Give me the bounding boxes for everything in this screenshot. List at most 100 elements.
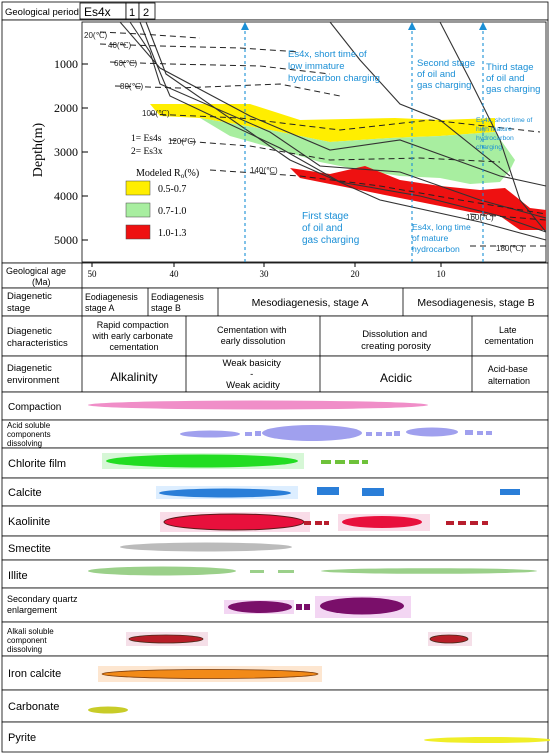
- maturity-zone-green: [200, 118, 515, 184]
- bar-kaolinite: [163, 513, 305, 531]
- annotation-first-stage: First stage of oil and gas charging: [302, 211, 359, 246]
- arrowheads: [241, 22, 487, 30]
- depth-axis-label: Depth(m): [31, 122, 46, 177]
- bar-pyrite: [424, 737, 550, 743]
- bar-illite-2: [321, 568, 537, 574]
- stage-row-label: Diagenetic stage: [7, 291, 55, 314]
- period-cell-2: 2: [143, 7, 149, 19]
- legend-title: Modeled Ro(%): [136, 168, 199, 180]
- legend-label-yellow: 0.5-0.7: [158, 184, 186, 195]
- bar-illite: [88, 566, 236, 576]
- process-label-illite: Illite: [8, 570, 28, 582]
- process-label-alkali: Alkali soluble component dissolving: [7, 627, 56, 654]
- process-rows: Compaction Acid soluble components disso…: [1, 391, 550, 753]
- depth-tick-2000: 2000: [54, 101, 78, 115]
- temp-60: 60(℃): [114, 59, 138, 68]
- depth-tick-1000: 1000: [54, 57, 78, 71]
- depth-tick-4000: 4000: [54, 189, 78, 203]
- bar-kaolinite-dashes: [304, 521, 329, 525]
- annotation-high-mature: Es4x, short time of high mature hydrocar…: [476, 117, 534, 151]
- charging-arrows: [244, 28, 484, 262]
- process-label-pyrite: Pyrite: [8, 732, 36, 744]
- age-tick-30: 30: [260, 269, 270, 279]
- process-label-kaolinite: Kaolinite: [8, 516, 50, 528]
- temp-160: 160(℃): [466, 213, 494, 222]
- legend-label-red: 1.0-1.3: [158, 228, 186, 239]
- legend-swatch-green: [125, 202, 151, 218]
- bar-quartz-dash-2: [304, 604, 310, 610]
- process-label-iron-calcite: Iron calcite: [8, 668, 61, 680]
- depth-ticks: 1000 2000 3000 4000 5000: [54, 57, 88, 247]
- env-cell-weak: Weak basicity - Weak acidity: [222, 358, 283, 391]
- bar-acid-soluble: [180, 425, 492, 441]
- age-tick-50: 50: [88, 269, 98, 279]
- process-label-quartz: Secondary quartz enlargement: [7, 594, 80, 615]
- stage-cell-eodiagenesis-b: Eodiagenesis stage B: [151, 292, 206, 313]
- bar-quartz-dash-1: [296, 604, 302, 610]
- period-cell-es4x: Es4x: [84, 5, 111, 19]
- burial-history-plot: Depth(m) 1000 2000 3000 4000 5000: [1, 19, 549, 264]
- ro-legend: Modeled Ro(%) 0.5-0.7 0.7-1.0 1.0-1.3: [125, 168, 199, 240]
- depth-tick-5000: 5000: [54, 233, 78, 247]
- age-tick-10: 10: [437, 269, 447, 279]
- temp-20: 20(℃): [84, 31, 108, 40]
- legend-label-green: 0.7-1.0: [158, 206, 186, 217]
- temp-80: 80(℃): [120, 82, 144, 91]
- process-label-chlorite: Chlorite film: [8, 458, 66, 470]
- temperature-labels: 20(℃) 40(℃) 60(℃) 80(℃) 100(℃) 120(℃) 14…: [84, 31, 524, 253]
- diagenetic-stage-row: Diagenetic stage Eodiagenesis stage A Eo…: [1, 287, 549, 317]
- age-axis-label: Geological age (Ma): [6, 266, 69, 287]
- bar-alkali: [128, 634, 204, 644]
- temp-120: 120(℃): [168, 137, 196, 146]
- formation-key-1: 1= Es4s: [131, 134, 162, 144]
- stage-cell-mesodiagenesis-a: Mesodiagenesis, stage A: [252, 297, 369, 309]
- env-cell-alternation: Acid-base alternation: [488, 364, 531, 386]
- temp-140: 140(℃): [250, 166, 278, 175]
- age-tick-40: 40: [170, 269, 180, 279]
- process-label-compaction: Compaction: [8, 402, 61, 413]
- bar-kaolinite-dashes-2: [446, 521, 488, 525]
- characteristics-row-label: Diagenetic characteristics: [7, 326, 68, 349]
- header-row: Geological period Es4x 1 2: [1, 1, 549, 21]
- bar-kaolinite-2: [342, 516, 422, 528]
- char-cell-dissolution: Dissolution and creating porosity: [361, 329, 431, 352]
- stage-cell-eodiagenesis-a: Eodiagenesis stage A: [85, 292, 140, 313]
- env-cell-alkalinity: Alkalinity: [110, 370, 157, 384]
- bar-chlorite-dashes: [321, 460, 368, 464]
- char-cell-rapid-compaction: Rapid compaction with early carbonate ce…: [91, 320, 175, 352]
- bar-alkali-2: [429, 634, 469, 644]
- env-cell-acidic: Acidic: [380, 371, 412, 385]
- bar-iron-calcite: [101, 669, 319, 679]
- process-label-carbonate: Carbonate: [8, 701, 59, 713]
- period-cell-1: 1: [129, 7, 135, 19]
- depth-tick-3000: 3000: [54, 145, 78, 159]
- maturity-zone-yellow: [150, 104, 495, 142]
- process-label-smectite: Smectite: [8, 543, 51, 555]
- diagenetic-characteristics-row: Diagenetic characteristics Rapid compact…: [1, 315, 549, 357]
- isotherms: [99, 31, 547, 247]
- bar-chlorite: [106, 454, 298, 468]
- char-cell-late-cementation: Late cementation: [484, 325, 533, 346]
- age-tick-20: 20: [351, 269, 361, 279]
- bar-carbonate: [88, 706, 128, 714]
- temp-180: 180(℃): [496, 244, 524, 253]
- bar-calcite: [159, 488, 291, 498]
- temp-100: 100(℃): [142, 109, 170, 118]
- process-label-calcite: Calcite: [8, 487, 42, 499]
- legend-swatch-red: [125, 224, 151, 240]
- annotation-second-stage: Second stage of oil and gas charging: [417, 58, 478, 91]
- bar-smectite: [120, 542, 292, 552]
- bar-illite-dashes: [250, 570, 294, 573]
- bar-quartz: [228, 601, 292, 613]
- char-cell-cementation: Cementation with early dissolution: [217, 325, 289, 346]
- bar-compaction: [88, 400, 428, 410]
- stage-cell-mesodiagenesis-b: Mesodiagenesis, stage B: [417, 297, 534, 309]
- bar-quartz-2: [320, 597, 404, 615]
- temp-40: 40(℃): [108, 41, 132, 50]
- maturity-zone-red: [290, 166, 546, 230]
- period-label: Geological period: [5, 7, 79, 18]
- legend-swatch-yellow: [125, 180, 151, 196]
- annotation-low-immature: Es4x, short time of low immature hydroca…: [288, 49, 380, 84]
- process-label-acid-soluble: Acid soluble components dissolving: [7, 421, 53, 448]
